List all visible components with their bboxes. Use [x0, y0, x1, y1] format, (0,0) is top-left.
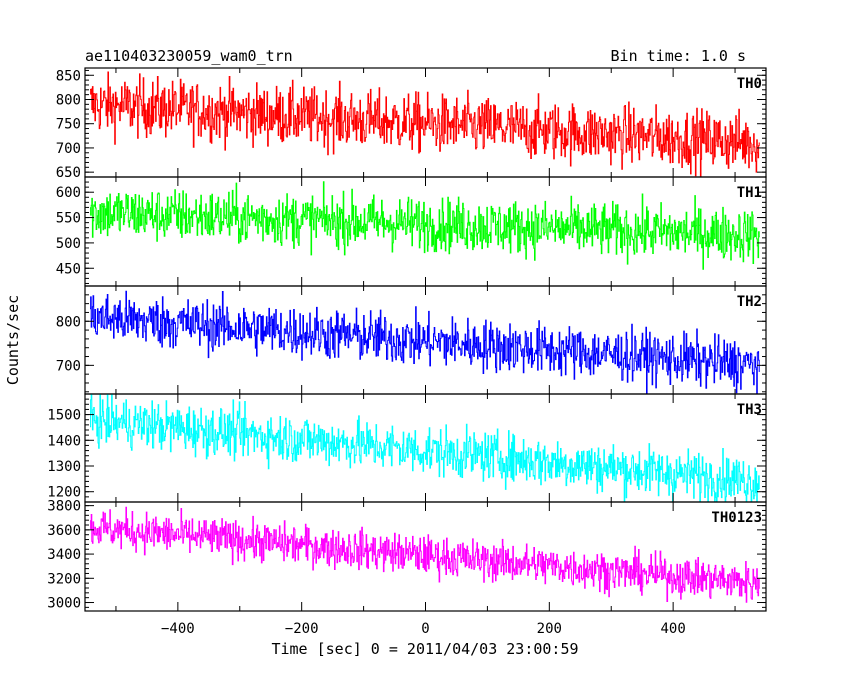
- y-axis-label: Counts/sec: [4, 295, 22, 385]
- y-tick-label: 3200: [47, 571, 81, 587]
- y-tick-label: 3600: [47, 523, 81, 539]
- y-tick-label: 850: [56, 68, 81, 84]
- x-axis-label: Time [sec] 0 = 2011/04/03 23:00:59: [271, 640, 578, 658]
- x-tick-label: 200: [537, 621, 562, 637]
- panel-frame: [84, 393, 767, 503]
- panel-th1: 450 500 550 600 TH1: [56, 176, 767, 287]
- series-line-th3: [90, 394, 760, 502]
- y-tick-label: 800: [56, 92, 81, 108]
- chart-title: ae110403230059_wam0_trn: [85, 47, 293, 65]
- x-tick-label: 0: [421, 621, 429, 637]
- series-name-th0123: TH0123: [711, 510, 762, 526]
- y-tick-label: 500: [56, 236, 81, 252]
- y-tick-label: 550: [56, 211, 81, 227]
- x-tick-label: 400: [660, 621, 685, 637]
- series-line-th2: [90, 290, 760, 394]
- series-line-th1: [90, 181, 760, 270]
- y-tick-label: 450: [56, 261, 81, 277]
- y-tick-label: 1500: [47, 408, 81, 424]
- panels-group: 650 700 750 800 850 TH0 450 500 550 600 TH1 700 800 T…: [47, 67, 767, 612]
- panel-th0123: 3000 3200 3400 3600 3800 TH0123: [47, 499, 767, 612]
- series-name-th1: TH1: [737, 185, 762, 201]
- y-tick-label: 600: [56, 185, 81, 201]
- y-tick-label: 3000: [47, 596, 81, 612]
- series-line-th0: [90, 71, 760, 177]
- panel-th3: 1200 1300 1400 1500 TH3: [47, 393, 767, 503]
- panel-th2: 700 800 TH2: [56, 285, 767, 395]
- series-name-th3: TH3: [737, 402, 762, 418]
- y-tick-label: 3400: [47, 547, 81, 563]
- y-tick-label: 1200: [47, 485, 81, 501]
- bin-time-label: Bin time: 1.0 s: [611, 47, 746, 65]
- series-name-th2: TH2: [737, 294, 762, 310]
- panel-frame: [84, 285, 767, 395]
- y-tick-label: 1300: [47, 459, 81, 475]
- panel-th0: 650 700 750 800 850 TH0: [56, 67, 767, 181]
- x-tick-label: −200: [285, 621, 319, 637]
- series-name-th0: TH0: [737, 76, 762, 92]
- y-tick-label: 800: [56, 314, 81, 330]
- y-tick-label: 3800: [47, 499, 81, 515]
- x-axis: −400 −200 0 200 400: [161, 621, 686, 637]
- series-line-th0123: [90, 506, 760, 603]
- x-tick-label: −400: [161, 621, 195, 637]
- y-tick-label: 750: [56, 117, 81, 133]
- y-tick-label: 650: [56, 165, 81, 181]
- y-tick-label: 700: [56, 358, 81, 374]
- y-tick-label: 1400: [47, 433, 81, 449]
- y-tick-label: 700: [56, 141, 81, 157]
